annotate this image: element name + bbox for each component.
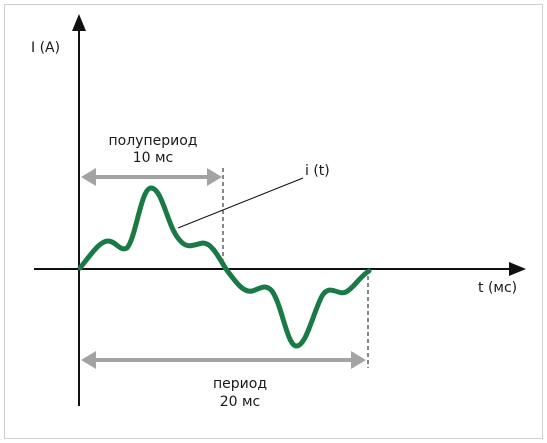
x-axis-label: t (мс) [478,280,517,296]
period-label-line2: 20 мс [220,394,261,410]
half-period-label-line1: полупериод [109,133,198,149]
period-arrow [81,351,366,369]
y-axis-arrowhead [72,14,86,31]
current-waveform [77,185,372,349]
period-label-line1: период [213,376,267,392]
diagram-frame [4,4,543,439]
curve-leader-line [177,177,304,229]
half-period-arrow [81,168,222,186]
x-axis-arrowhead [509,262,526,276]
half-period-label-line2: 10 мс [133,150,174,166]
y-axis-label: I (A) [31,40,60,56]
curve-label: i (t) [305,163,330,179]
